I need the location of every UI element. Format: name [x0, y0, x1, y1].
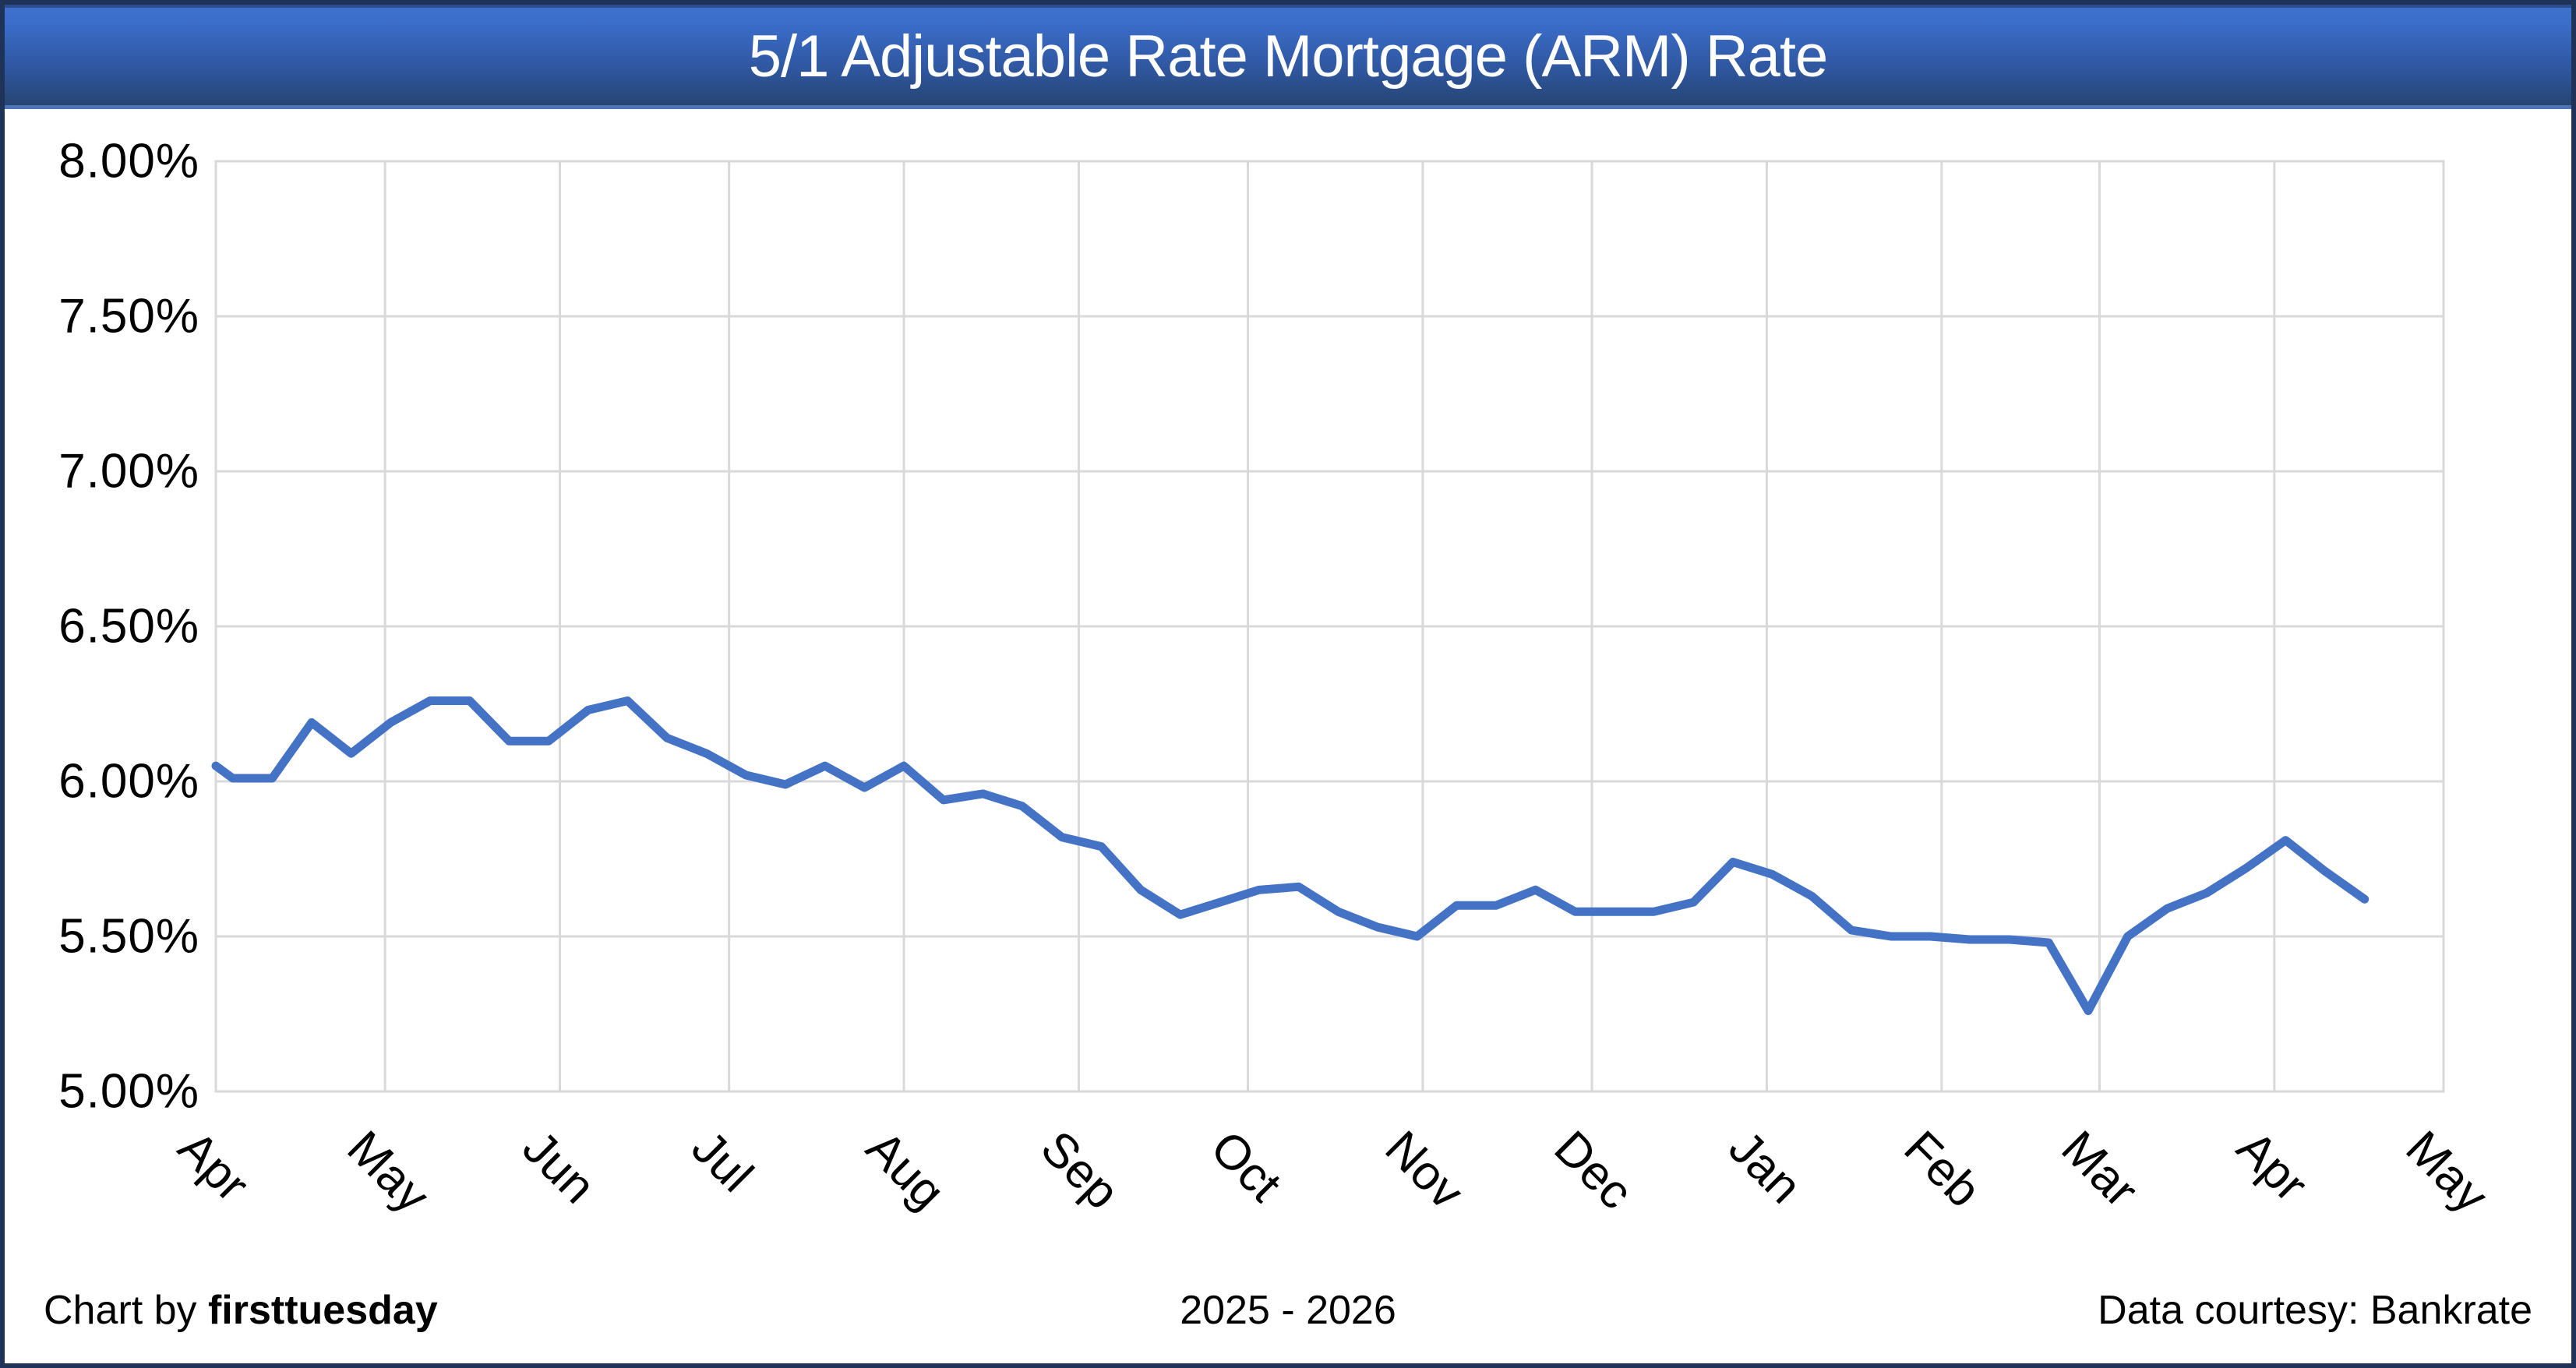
chart-title: 5/1 Adjustable Rate Mortgage (ARM) Rate — [748, 23, 1829, 90]
footer-credit-name: firsttuesday — [207, 1288, 438, 1333]
y-axis-tick-label: 5.50% — [58, 909, 199, 964]
footer-source: Data courtesy: Bankrate — [2098, 1288, 2532, 1333]
y-axis-tick-label: 8.00% — [58, 134, 199, 189]
header-banner: 5/1 Adjustable Rate Mortgage (ARM) Rate — [5, 5, 2571, 109]
y-axis-tick-label: 7.50% — [58, 289, 199, 344]
y-axis-tick-label: 5.00% — [58, 1064, 199, 1119]
y-axis-tick-label: 6.50% — [58, 599, 199, 654]
footer-credit-prefix: Chart by — [44, 1288, 208, 1333]
y-axis-tick-label: 6.00% — [58, 754, 199, 809]
rate-line — [211, 696, 2370, 1015]
y-axis-tick-label: 7.00% — [58, 444, 199, 499]
footer-credit: Chart by firsttuesday — [44, 1287, 438, 1334]
plot-area — [211, 160, 2445, 1093]
plot-border — [214, 160, 2445, 1093]
footer: Chart by firsttuesday 2025 - 2026 Data c… — [44, 1287, 2532, 1334]
